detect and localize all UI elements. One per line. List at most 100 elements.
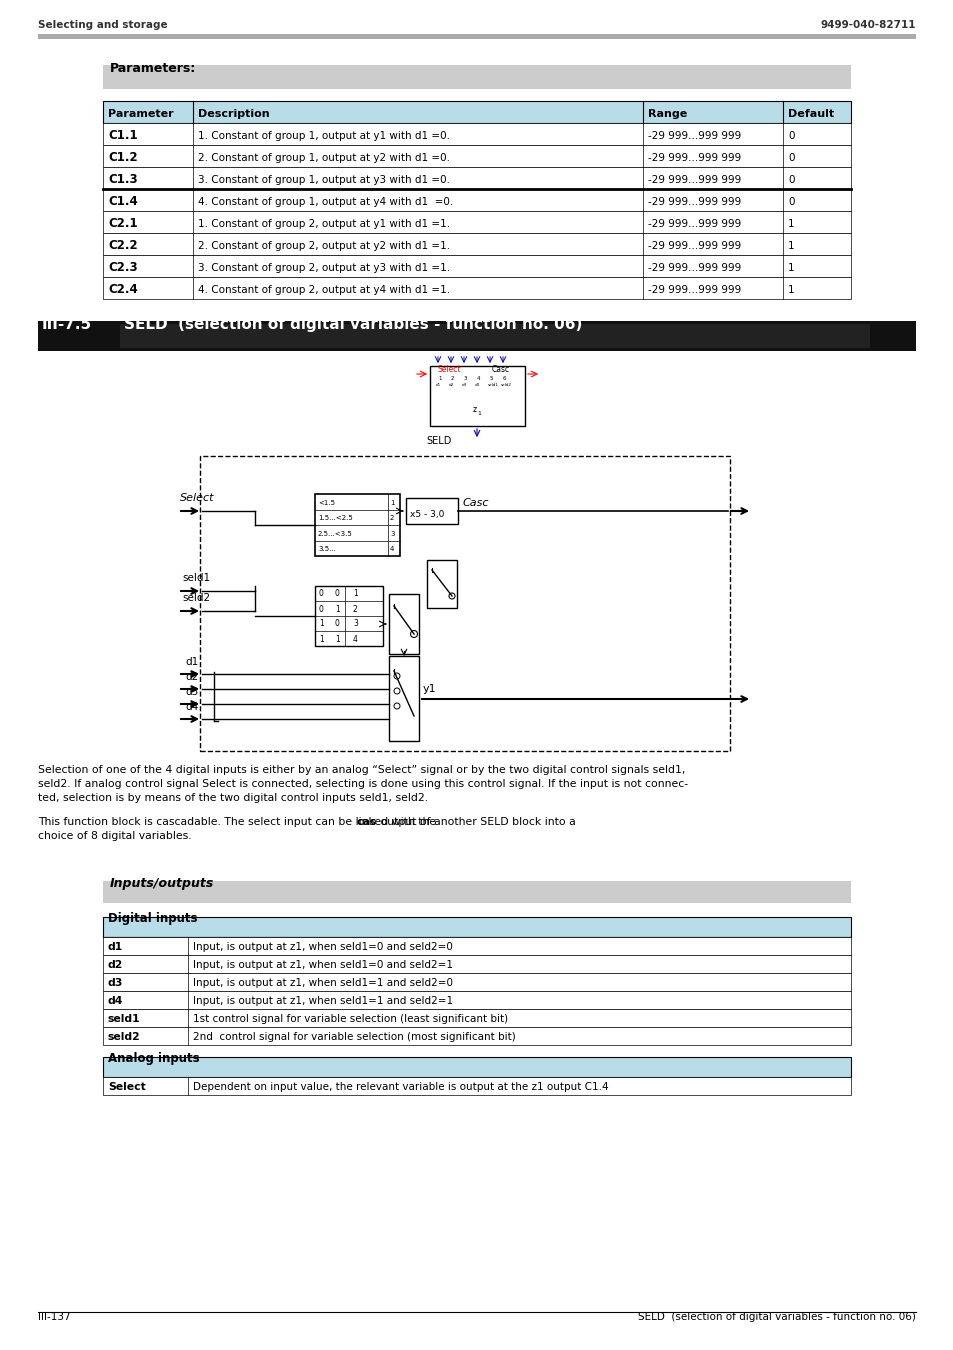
Bar bbox=[103, 123, 850, 144]
Text: Select: Select bbox=[180, 493, 214, 504]
Text: Parameters:: Parameters: bbox=[110, 62, 196, 76]
Text: 4: 4 bbox=[353, 634, 357, 644]
Text: seld1: seld1 bbox=[108, 1014, 140, 1025]
Text: This function block is cascadable. The select input can be linked with the: This function block is cascadable. The s… bbox=[38, 817, 439, 828]
Text: SELD  (selection of digital variables - function no. 06): SELD (selection of digital variables - f… bbox=[124, 317, 581, 332]
Text: 1. Constant of group 1, output at y1 with d1 =0.: 1. Constant of group 1, output at y1 wit… bbox=[198, 131, 450, 140]
Text: -29 999...999 999: -29 999...999 999 bbox=[647, 219, 740, 230]
Text: -29 999...999 999: -29 999...999 999 bbox=[647, 263, 740, 273]
Text: y1: y1 bbox=[422, 684, 436, 694]
Bar bbox=[38, 321, 915, 351]
Bar bbox=[103, 882, 850, 903]
Text: 1: 1 bbox=[318, 634, 323, 644]
Text: Parameter: Parameter bbox=[108, 109, 173, 119]
Text: Select: Select bbox=[108, 1081, 146, 1092]
Text: seld1: seld1 bbox=[488, 383, 498, 387]
Text: 0: 0 bbox=[787, 131, 794, 140]
Bar bbox=[103, 1077, 850, 1095]
Bar bbox=[314, 494, 399, 556]
Text: 1.5...<2.5: 1.5...<2.5 bbox=[317, 516, 353, 521]
Text: 0: 0 bbox=[318, 605, 323, 613]
Text: C1.2: C1.2 bbox=[108, 151, 137, 163]
Text: Input, is output at z1, when seld1=1 and seld2=1: Input, is output at z1, when seld1=1 and… bbox=[193, 996, 453, 1006]
Text: Selection of one of the 4 digital inputs is either by an analog “Select” signal : Selection of one of the 4 digital inputs… bbox=[38, 765, 684, 775]
Text: Select: Select bbox=[437, 364, 461, 374]
Bar bbox=[103, 1027, 850, 1045]
Text: -29 999...999 999: -29 999...999 999 bbox=[647, 153, 740, 163]
Text: -29 999...999 999: -29 999...999 999 bbox=[647, 131, 740, 140]
Bar bbox=[103, 1008, 850, 1027]
Text: ted, selection is by means of the two digital control inputs seld1, seld2.: ted, selection is by means of the two di… bbox=[38, 792, 428, 803]
Text: d2: d2 bbox=[185, 672, 198, 682]
Text: 2. Constant of group 1, output at y2 with d1 =0.: 2. Constant of group 1, output at y2 wit… bbox=[198, 153, 450, 163]
Text: -29 999...999 999: -29 999...999 999 bbox=[647, 176, 740, 185]
Text: 0: 0 bbox=[335, 620, 339, 629]
Text: 1. Constant of group 2, output at y1 with d1 =1.: 1. Constant of group 2, output at y1 wit… bbox=[198, 219, 450, 230]
Text: d1: d1 bbox=[108, 942, 123, 952]
Text: d3: d3 bbox=[461, 383, 467, 387]
Text: Digital inputs: Digital inputs bbox=[108, 913, 197, 925]
Text: C1.3: C1.3 bbox=[108, 173, 137, 186]
Bar bbox=[103, 937, 850, 954]
Text: 3. Constant of group 2, output at y3 with d1 =1.: 3. Constant of group 2, output at y3 wit… bbox=[198, 263, 450, 273]
Text: C1.1: C1.1 bbox=[108, 130, 137, 142]
Text: 1: 1 bbox=[335, 605, 339, 613]
Bar bbox=[103, 167, 850, 189]
Text: d4: d4 bbox=[108, 996, 123, 1006]
Text: 0: 0 bbox=[787, 176, 794, 185]
Text: Inputs/outputs: Inputs/outputs bbox=[110, 878, 214, 890]
Text: 4. Constant of group 1, output at y4 with d1  =0.: 4. Constant of group 1, output at y4 wit… bbox=[198, 197, 453, 207]
Text: seld2: seld2 bbox=[108, 1031, 141, 1042]
Text: 3: 3 bbox=[463, 377, 467, 381]
Text: C1.4: C1.4 bbox=[108, 194, 137, 208]
Text: Dependent on input value, the relevant variable is output at the z1 output C1.4: Dependent on input value, the relevant v… bbox=[193, 1081, 608, 1092]
Text: III-7.5: III-7.5 bbox=[42, 317, 92, 332]
Bar bbox=[103, 255, 850, 277]
Bar bbox=[103, 234, 850, 255]
Text: Analog inputs: Analog inputs bbox=[108, 1052, 199, 1065]
Text: -29 999...999 999: -29 999...999 999 bbox=[647, 285, 740, 296]
Text: 3. Constant of group 1, output at y3 with d1 =0.: 3. Constant of group 1, output at y3 wit… bbox=[198, 176, 450, 185]
Text: III-137: III-137 bbox=[38, 1312, 71, 1322]
Text: 1: 1 bbox=[787, 285, 794, 296]
Bar bbox=[103, 189, 850, 211]
Text: cas: cas bbox=[356, 817, 376, 828]
Text: output of another SELD block into a: output of another SELD block into a bbox=[376, 817, 575, 828]
Text: Input, is output at z1, when seld1=1 and seld2=0: Input, is output at z1, when seld1=1 and… bbox=[193, 977, 453, 988]
Text: 4: 4 bbox=[476, 377, 480, 381]
Text: Selecting and storage: Selecting and storage bbox=[38, 20, 168, 30]
Text: Input, is output at z1, when seld1=0 and seld2=0: Input, is output at z1, when seld1=0 and… bbox=[193, 942, 453, 952]
Text: 1: 1 bbox=[787, 219, 794, 230]
Text: d4: d4 bbox=[475, 383, 479, 387]
Text: 3: 3 bbox=[390, 531, 395, 537]
Bar bbox=[103, 101, 850, 123]
Text: SELD: SELD bbox=[426, 436, 451, 446]
Bar bbox=[103, 1057, 850, 1077]
Text: x5 - 3,0: x5 - 3,0 bbox=[410, 510, 444, 518]
Text: Casc: Casc bbox=[462, 498, 489, 508]
Text: 1: 1 bbox=[476, 410, 480, 416]
Bar bbox=[389, 656, 418, 741]
Bar bbox=[103, 144, 850, 167]
Text: 0: 0 bbox=[318, 590, 323, 598]
Text: 3.5...: 3.5... bbox=[317, 547, 335, 552]
Text: seld2: seld2 bbox=[500, 383, 512, 387]
Text: Range: Range bbox=[647, 109, 686, 119]
Text: Input, is output at z1, when seld1=0 and seld2=1: Input, is output at z1, when seld1=0 and… bbox=[193, 960, 453, 971]
Bar bbox=[103, 65, 850, 89]
Text: Default: Default bbox=[787, 109, 833, 119]
Text: 1: 1 bbox=[437, 377, 441, 381]
Text: Description: Description bbox=[198, 109, 270, 119]
Text: seld1: seld1 bbox=[182, 572, 210, 583]
Text: 2: 2 bbox=[353, 605, 357, 613]
Bar bbox=[103, 991, 850, 1008]
Text: d2: d2 bbox=[108, 960, 123, 971]
Text: seld2: seld2 bbox=[182, 593, 210, 603]
Text: d4: d4 bbox=[185, 702, 198, 711]
Text: d2: d2 bbox=[449, 383, 454, 387]
Text: 1: 1 bbox=[787, 242, 794, 251]
Text: d3: d3 bbox=[108, 977, 123, 988]
Text: 3: 3 bbox=[353, 620, 357, 629]
Bar bbox=[314, 586, 382, 647]
Text: 0: 0 bbox=[787, 153, 794, 163]
